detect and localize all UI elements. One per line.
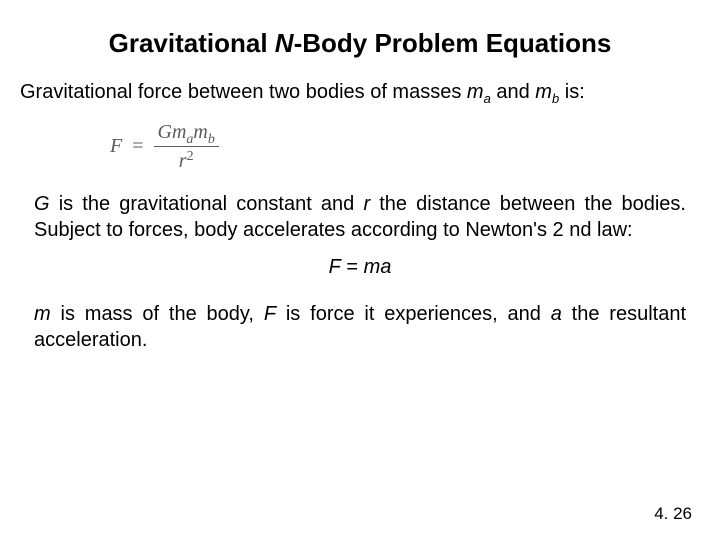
gravitational-formula: F = Gmamb r2 [110, 120, 219, 173]
title-n: N [275, 28, 294, 58]
title-post: -Body Problem Equations [294, 28, 612, 58]
intro-line: Gravitational force between two bodies o… [0, 81, 720, 120]
title-pre: Gravitational [109, 28, 275, 58]
eq2-eq: = [341, 256, 364, 278]
p1-t1: is the gravitational constant and [50, 193, 364, 215]
intro-s1: a [484, 91, 491, 106]
formula-G: G [158, 121, 172, 143]
eq2-ma: ma [364, 256, 392, 278]
formula-r: r [179, 150, 187, 172]
p2-t1: is mass of the body, [51, 303, 264, 325]
intro-t1: Gravitational force between two bodies o… [20, 81, 467, 103]
formula-b: b [208, 132, 215, 147]
formula-fraction: Gmamb r2 [154, 120, 219, 173]
intro-m2: m [535, 81, 552, 103]
formula-numerator: Gmamb [154, 120, 219, 146]
p2-F: F [264, 303, 276, 325]
eq2-F: F [329, 256, 341, 278]
formula-denominator: r2 [175, 147, 198, 173]
paragraph-2: m is mass of the body, F is force it exp… [0, 301, 720, 356]
slide-title: Gravitational N-Body Problem Equations [0, 0, 720, 81]
formula-a: a [186, 132, 193, 147]
p1-G: G [34, 193, 50, 215]
newton-second-law: F = ma [0, 246, 720, 301]
formula-F: F [110, 135, 122, 158]
intro-t3: is: [559, 81, 585, 103]
page-number: 4. 26 [654, 504, 692, 524]
paragraph-1: G is the gravitational constant and r th… [0, 191, 720, 246]
p2-a: a [551, 303, 562, 325]
formula-m1: m [172, 121, 186, 143]
p2-m: m [34, 303, 51, 325]
formula-container: F = Gmamb r2 [0, 120, 720, 191]
formula-two: 2 [187, 149, 194, 164]
intro-m1: m [467, 81, 484, 103]
intro-t2: and [491, 81, 535, 103]
p2-t2: is force it experiences, and [276, 303, 551, 325]
formula-eq: = [132, 135, 143, 158]
formula-m2: m [193, 121, 207, 143]
